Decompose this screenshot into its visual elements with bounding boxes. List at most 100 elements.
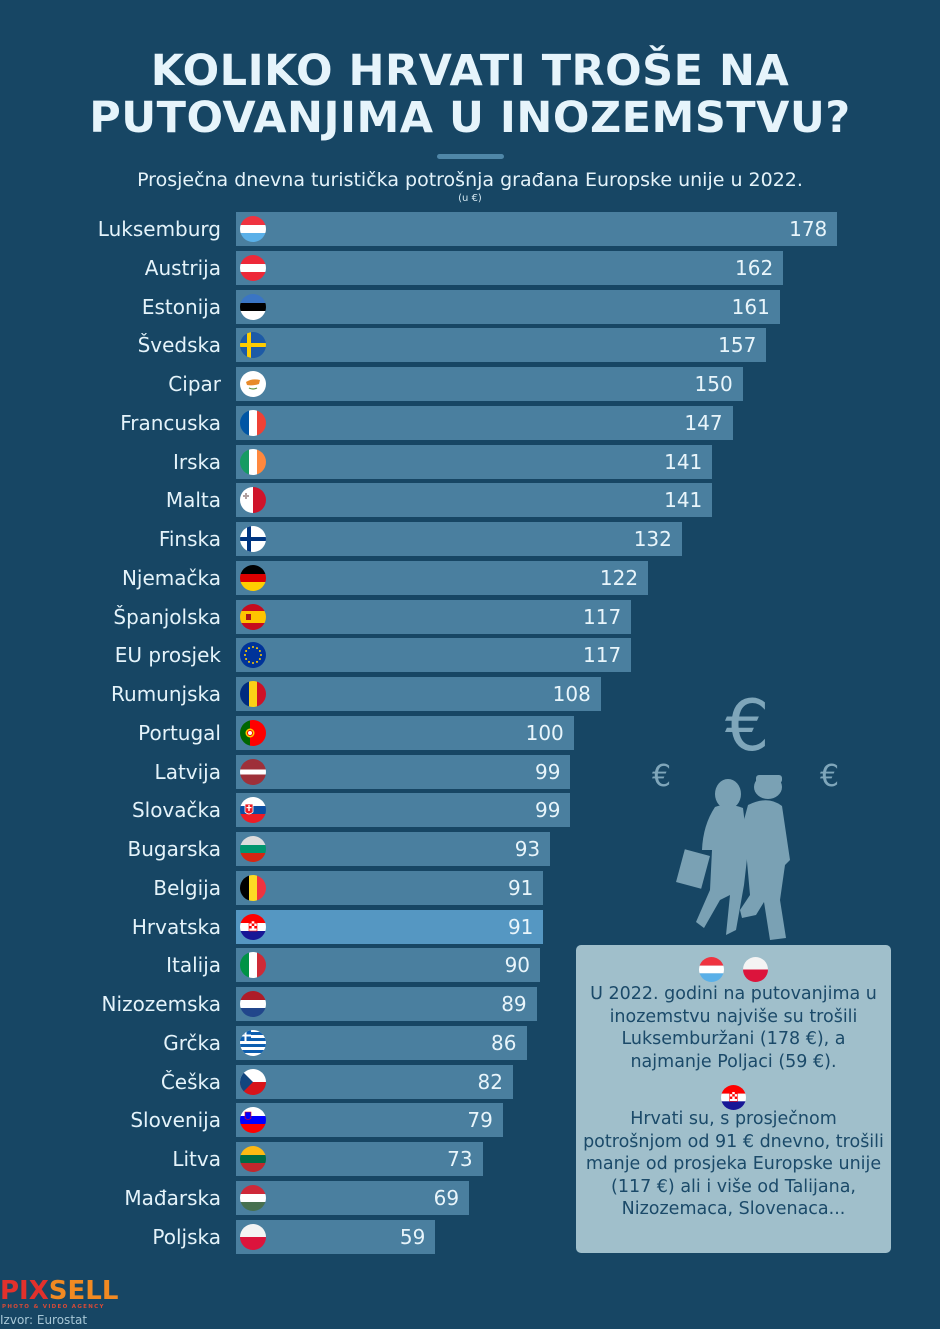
info-box: U 2022. godini na putovanjima u inozemst… — [576, 945, 891, 1253]
bar-slovačka: 99 — [236, 793, 571, 828]
pixsell-logo: PIXSELL — [0, 1277, 118, 1305]
title-line-2: PUTOVANJIMA U INOZEMSTVU? — [89, 93, 851, 143]
value-label-belgija: 91 — [507, 875, 534, 900]
flag-fi-icon — [240, 526, 266, 552]
flag-se-icon — [240, 332, 266, 359]
value-label-rumunjska: 108 — [552, 682, 591, 706]
flag-hr-icon — [240, 913, 266, 940]
flag-fr-icon — [240, 409, 266, 436]
bar-cipar: 150 — [236, 367, 743, 401]
category-label-mađarska: Mađarska — [124, 1185, 221, 1210]
flag-be-icon — [240, 874, 266, 901]
category-label-austrija: Austrija — [144, 255, 221, 280]
flag-bg-icon — [240, 836, 266, 862]
bar-poljska: 59 — [236, 1219, 436, 1254]
unit-label: (u €) — [458, 193, 482, 204]
bar-grčka: 86 — [236, 1025, 527, 1060]
flag-nl-icon — [240, 991, 266, 1017]
value-label-mađarska: 69 — [433, 1185, 460, 1210]
bar-eu-prosjek: 117 — [236, 638, 632, 673]
silhouette-man — [740, 775, 790, 940]
bar-luksemburg: 178 — [236, 212, 838, 246]
value-label-nizozemska: 89 — [501, 992, 527, 1016]
category-label-cipar: Cipar — [168, 372, 221, 396]
bar-irska: 141 — [236, 444, 713, 479]
bar-belgija: 91 — [236, 870, 544, 905]
category-label-luksemburg: Luksemburg — [97, 217, 221, 241]
title-divider — [437, 154, 504, 159]
category-label-španjolska: Španjolska — [113, 604, 221, 629]
category-label-eu-prosjek: EU prosjek — [114, 643, 221, 668]
bar-španjolska: 117 — [236, 599, 632, 634]
bar-nizozemska: 89 — [236, 987, 537, 1021]
flag-ie-icon — [240, 448, 266, 475]
value-label-eu-prosjek: 117 — [583, 643, 622, 668]
flag-ro-icon — [240, 681, 266, 707]
flag-cy-icon — [240, 371, 266, 397]
flag-es-icon — [240, 603, 266, 630]
logo-part-sell: SELL — [48, 1276, 119, 1306]
value-label-češka: 82 — [477, 1069, 503, 1094]
category-label-latvija: Latvija — [154, 759, 221, 784]
couple-walking-illustration: € € € — [652, 690, 839, 940]
bar-rumunjska: 108 — [236, 677, 601, 711]
chart-subtitle: Prosječna dnevna turistička potrošnja gr… — [137, 169, 803, 191]
flag-at-icon — [240, 254, 266, 281]
category-label-slovenija: Slovenija — [130, 1108, 221, 1133]
flag-pt-icon — [240, 719, 266, 746]
value-label-francuska: 147 — [684, 410, 723, 435]
value-label-grčka: 86 — [491, 1030, 517, 1055]
category-label-francuska: Francuska — [120, 410, 221, 435]
value-label-litva: 73 — [447, 1147, 473, 1171]
value-label-švedska: 157 — [718, 333, 757, 358]
logo-tagline: PHOTO & VIDEO AGENCY — [2, 1304, 105, 1310]
value-label-poljska: 59 — [399, 1224, 426, 1249]
flag-gr-icon — [240, 1029, 266, 1056]
bar-njemačka: 122 — [236, 560, 649, 595]
source-note: Izvor: Eurostat — [0, 1313, 88, 1327]
bar-portugal: 100 — [236, 715, 574, 750]
bar-hrvatska: 91 — [236, 909, 544, 944]
value-label-španjolska: 117 — [583, 604, 622, 629]
category-label-češka: Češka — [160, 1069, 221, 1094]
flag-lt-icon — [240, 1146, 266, 1172]
flag-si-icon — [240, 1107, 266, 1134]
category-label-belgija: Belgija — [153, 875, 221, 900]
value-label-luksemburg: 178 — [789, 217, 828, 241]
info-flags-top — [576, 957, 891, 983]
category-label-grčka: Grčka — [163, 1030, 221, 1055]
category-label-italija: Italija — [166, 953, 221, 978]
flag-poland-icon — [743, 957, 769, 982]
bar-češka: 82 — [236, 1064, 513, 1099]
flag-pl-icon — [240, 1223, 266, 1250]
euro-icon-right: € — [820, 759, 839, 794]
category-label-litva: Litva — [172, 1147, 221, 1171]
info-text-croatia: Hrvati su, s prosječnom potrošnjom od 91… — [583, 1109, 884, 1219]
category-label-poljska: Poljska — [152, 1224, 221, 1249]
value-label-slovačka: 99 — [534, 798, 561, 823]
flag-it-icon — [240, 952, 266, 979]
category-label-rumunjska: Rumunjska — [111, 682, 221, 706]
flag-croatia-icon — [721, 1085, 746, 1110]
silhouette-woman — [676, 779, 748, 935]
category-label-finska: Finska — [158, 527, 221, 551]
value-label-bugarska: 93 — [514, 837, 541, 861]
category-label-bugarska: Bugarska — [127, 837, 221, 861]
flag-lv-icon — [240, 758, 266, 785]
flag-luxembourg-icon — [698, 957, 724, 982]
value-label-irska: 141 — [664, 449, 703, 474]
title-line-1: KOLIKO HRVATI TROŠE NA — [150, 46, 790, 96]
category-label-portugal: Portugal — [138, 720, 221, 745]
value-label-estonija: 161 — [731, 294, 770, 319]
bar-italija: 90 — [236, 948, 541, 983]
info-flag-middle — [576, 1085, 891, 1114]
euro-icon-large: € — [725, 690, 770, 767]
bar-švedska: 157 — [236, 328, 767, 363]
flag-sk-icon — [240, 797, 266, 824]
category-label-estonija: Estonija — [141, 294, 221, 319]
bar-litva: 73 — [236, 1142, 483, 1176]
category-label-švedska: Švedska — [137, 333, 221, 358]
category-label-irska: Irska — [172, 449, 221, 474]
info-text-extremes: U 2022. godini na putovanjima u inozemst… — [590, 984, 877, 1072]
